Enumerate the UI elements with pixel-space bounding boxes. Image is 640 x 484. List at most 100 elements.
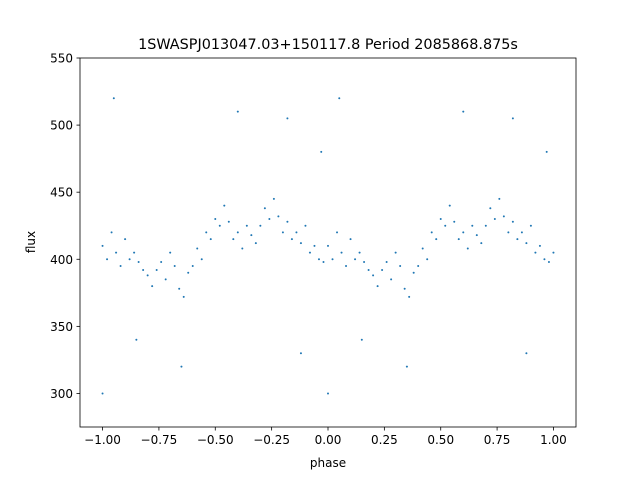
- data-point: [439, 218, 442, 221]
- data-point: [327, 244, 329, 247]
- data-point: [106, 258, 109, 261]
- data-point: [187, 271, 190, 274]
- data-point: [462, 231, 465, 234]
- data-point: [545, 150, 548, 153]
- data-point: [484, 224, 487, 227]
- data-point: [462, 110, 465, 113]
- x-tick-label: 0.00: [315, 433, 342, 447]
- data-point: [304, 224, 307, 227]
- data-point: [529, 224, 532, 227]
- data-point: [430, 231, 433, 234]
- data-point: [408, 295, 411, 298]
- data-point: [493, 218, 496, 221]
- data-point: [146, 274, 149, 277]
- x-tick-label: 0.25: [371, 433, 398, 447]
- data-point: [178, 287, 181, 290]
- data-point: [358, 251, 361, 254]
- data-point: [320, 150, 323, 153]
- data-point: [511, 220, 514, 223]
- data-point: [363, 260, 366, 263]
- data-point: [349, 238, 352, 241]
- data-point: [336, 231, 339, 234]
- data-point: [112, 97, 115, 100]
- data-point: [317, 258, 320, 261]
- data-point: [160, 260, 163, 263]
- data-point: [259, 224, 262, 227]
- data-point: [286, 117, 289, 120]
- data-point: [547, 260, 550, 263]
- data-point: [205, 231, 208, 234]
- data-point: [543, 258, 546, 261]
- data-point: [164, 278, 167, 281]
- data-point: [268, 218, 271, 221]
- data-point: [299, 242, 302, 245]
- data-point: [525, 242, 528, 245]
- data-point: [308, 251, 311, 254]
- data-point: [155, 269, 158, 272]
- data-point: [137, 260, 140, 263]
- data-point: [227, 220, 230, 223]
- data-point: [196, 247, 199, 250]
- data-point: [466, 247, 469, 250]
- data-point: [142, 269, 145, 272]
- data-point: [110, 231, 113, 234]
- x-tick-label: 0.50: [427, 433, 454, 447]
- y-tick-label: 450: [50, 186, 73, 200]
- data-point: [169, 251, 172, 254]
- data-point: [426, 258, 429, 261]
- x-tick-label: −0.50: [197, 433, 234, 447]
- x-tick-label: 1.00: [540, 433, 567, 447]
- data-point: [376, 285, 379, 288]
- chart-title: 1SWASPJ013047.03+150117.8 Period 2085868…: [138, 37, 518, 53]
- y-tick-label: 400: [50, 253, 73, 267]
- data-point: [448, 204, 451, 207]
- points-layer: [101, 97, 555, 395]
- data-point: [480, 242, 483, 245]
- data-point: [115, 251, 118, 254]
- data-point: [223, 204, 226, 207]
- data-point: [520, 231, 523, 234]
- x-axis: −1.00 −0.75 −0.50 −0.25 0.00 0.25 0.50 0.75 1.00: [84, 427, 567, 447]
- data-point: [191, 264, 194, 267]
- data-point: [209, 238, 212, 241]
- data-point: [128, 258, 131, 261]
- x-tick-label: 0.75: [484, 433, 511, 447]
- data-point: [345, 264, 348, 267]
- data-point: [173, 264, 176, 267]
- data-point: [322, 260, 325, 263]
- data-point: [390, 278, 393, 281]
- data-point: [340, 251, 343, 254]
- data-point: [277, 215, 280, 218]
- data-point: [475, 234, 478, 237]
- data-point: [516, 238, 519, 241]
- data-point: [272, 197, 275, 200]
- data-point: [119, 264, 122, 267]
- data-point: [101, 392, 104, 395]
- data-point: [254, 242, 257, 245]
- data-point: [367, 269, 370, 272]
- data-point: [245, 224, 248, 227]
- data-point: [412, 271, 415, 274]
- y-tick-label: 500: [50, 119, 73, 133]
- data-point: [394, 251, 397, 254]
- data-point: [453, 220, 456, 223]
- data-point: [498, 197, 501, 200]
- data-point: [372, 274, 375, 277]
- y-tick-label: 300: [50, 387, 73, 401]
- data-point: [502, 215, 505, 218]
- y-axis-label: flux: [24, 231, 38, 253]
- data-point: [290, 238, 293, 241]
- data-point: [489, 207, 492, 210]
- data-point: [525, 352, 528, 355]
- data-point: [151, 285, 154, 288]
- data-point: [286, 220, 289, 223]
- data-point: [124, 238, 127, 241]
- y-tick-label: 350: [50, 320, 73, 334]
- data-point: [133, 251, 136, 254]
- data-point: [241, 247, 244, 250]
- data-point: [511, 117, 514, 120]
- data-point: [182, 295, 185, 298]
- data-point: [534, 251, 537, 254]
- data-point: [421, 247, 424, 250]
